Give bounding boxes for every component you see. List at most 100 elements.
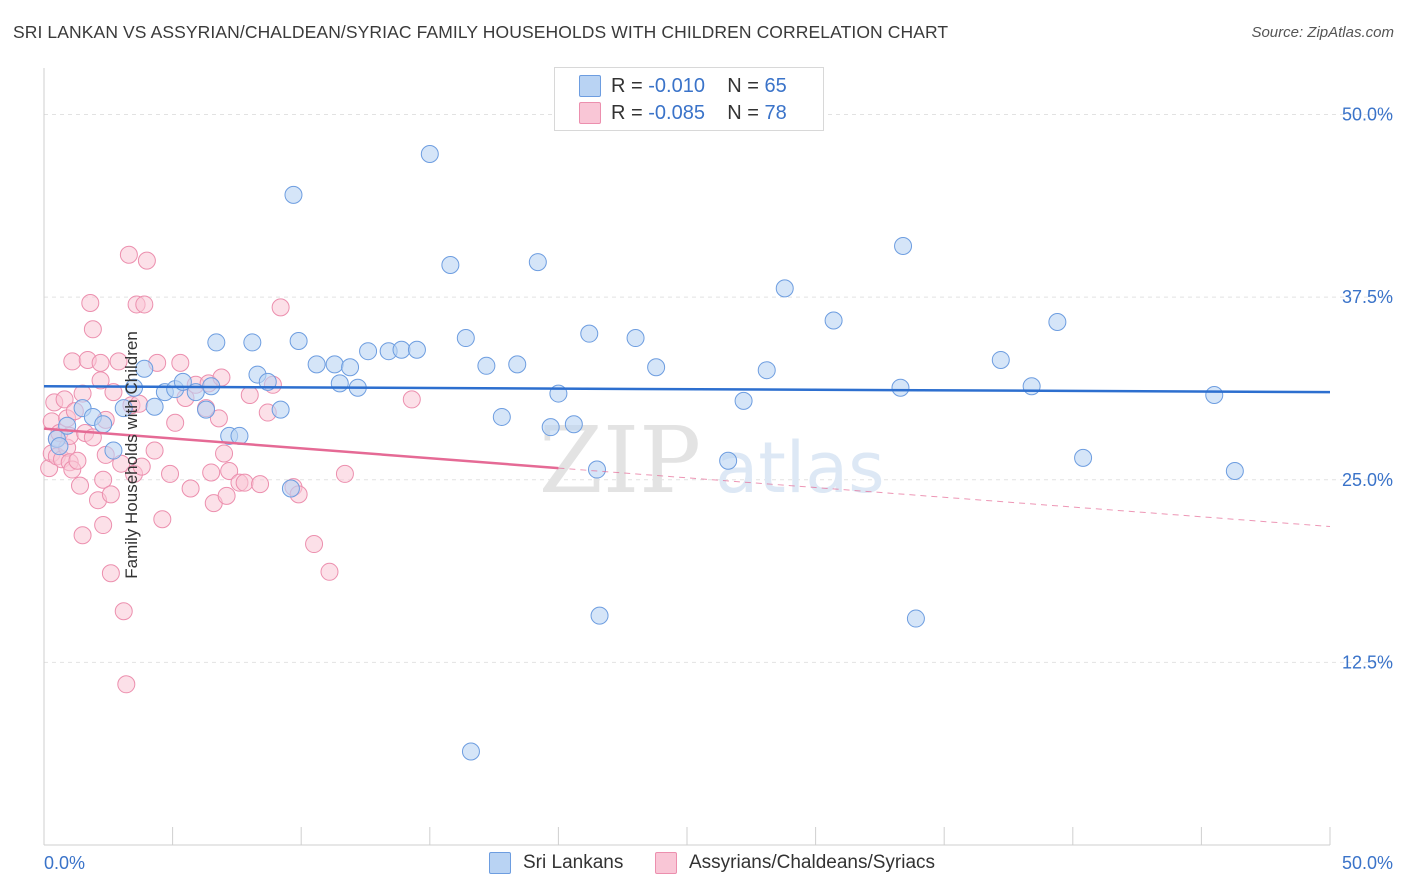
watermark: ZIP atlas [539, 407, 885, 514]
data-point-assyrians [145, 441, 164, 460]
data-point-assyrians [104, 383, 123, 402]
data-point-srilankans [441, 256, 460, 275]
data-point-srilankans [492, 407, 511, 426]
data-point-srilankans [456, 329, 475, 348]
legend-swatch-pink [579, 102, 601, 124]
data-point-srilankans [891, 378, 910, 397]
data-point-srilankans [824, 311, 843, 330]
tick-labels: 12.5% 25.0% 37.5% 50.0% 0.0% 50.0% [44, 105, 1393, 873]
y-tick-label: 12.5% [1342, 652, 1393, 672]
legend-label: Sri Lankans [523, 852, 624, 873]
r-label: R = [611, 74, 643, 97]
data-point-srilankans [626, 329, 645, 348]
legend-swatch-pink [655, 852, 677, 874]
data-point-assyrians [320, 562, 339, 581]
data-point-assyrians [109, 352, 128, 371]
data-point-srilankans [197, 400, 216, 419]
data-point-srilankans [207, 333, 226, 352]
data-point-srilankans [50, 437, 69, 456]
data-point-assyrians [402, 390, 421, 409]
data-point-srilankans [307, 355, 326, 374]
legend-label: Assyrians/Chaldeans/Syriacs [689, 852, 936, 873]
data-point-srilankans [135, 359, 154, 378]
data-point-srilankans [420, 144, 439, 163]
data-point-assyrians [305, 535, 324, 554]
data-point-assyrians [132, 457, 151, 476]
data-point-assyrians [135, 295, 154, 314]
data-point-srilankans [564, 415, 583, 434]
data-point-srilankans [94, 415, 113, 434]
data-point-srilankans [1205, 386, 1224, 405]
data-point-assyrians [101, 485, 120, 504]
gridlines [44, 114, 1392, 663]
data-point-assyrians [55, 390, 74, 409]
data-point-srilankans [647, 358, 666, 377]
data-point-assyrians [112, 454, 131, 473]
data-point-assyrians [91, 353, 110, 372]
legend-row-assyrians: R = -0.085 N = 78 [579, 100, 787, 126]
n-value: 78 [764, 101, 787, 124]
data-point-srilankans [587, 460, 606, 479]
data-point-assyrians [153, 510, 172, 529]
data-point-assyrians [171, 353, 190, 372]
data-point-srilankans [734, 391, 753, 410]
r-value: -0.010 [648, 74, 705, 97]
r-value: -0.085 [648, 101, 705, 124]
data-point-srilankans [580, 324, 599, 343]
correlation-legend: R = -0.010 N = 65 R = -0.085 N = 78 [554, 67, 824, 131]
data-point-srilankans [1048, 312, 1067, 331]
data-point-assyrians [202, 463, 221, 482]
data-point-assyrians [161, 464, 180, 483]
y-tick-label: 50.0% [1342, 105, 1393, 125]
chart-title: SRI LANKAN VS ASSYRIAN/CHALDEAN/SYRIAC F… [13, 22, 949, 42]
data-point-srilankans [894, 237, 913, 256]
data-point-assyrians [73, 526, 92, 545]
data-point-assyrians [91, 371, 110, 390]
data-point-srilankans [508, 355, 527, 374]
y-tick-label: 25.0% [1342, 470, 1393, 490]
bottom-legend-assyrians: Assyrians/Chaldeans/Syriacs [655, 852, 935, 874]
data-point-assyrians [63, 352, 82, 371]
data-point-assyrians [114, 602, 133, 621]
data-point-assyrians [101, 564, 120, 583]
data-point-srilankans [719, 451, 738, 470]
data-point-assyrians [119, 245, 138, 264]
data-point-srilankans [528, 253, 547, 272]
trend-line-assyrians [43, 427, 559, 470]
data-point-srilankans [104, 441, 123, 460]
data-point-srilankans [325, 355, 344, 374]
data-point-srilankans [757, 361, 776, 380]
data-point-assyrians [166, 413, 185, 432]
legend-swatch-blue [579, 75, 601, 97]
data-point-assyrians [235, 473, 254, 492]
data-point-assyrians [215, 444, 234, 463]
x-tick-label: 0.0% [44, 853, 85, 873]
data-point-srilankans [1022, 377, 1041, 396]
data-point-assyrians [71, 476, 90, 495]
data-point-assyrians [94, 470, 113, 489]
data-point-srilankans [281, 479, 300, 498]
data-point-srilankans [243, 333, 262, 352]
data-point-assyrians [137, 251, 156, 270]
bottom-legend-srilankans: Sri Lankans [489, 852, 623, 874]
data-point-assyrians [335, 464, 354, 483]
data-point-assyrians [117, 675, 136, 694]
data-point-srilankans [114, 399, 133, 418]
data-point-srilankans [330, 374, 349, 393]
data-point-assyrians [209, 409, 228, 428]
data-point-srilankans [991, 350, 1010, 369]
data-point-assyrians [217, 486, 236, 505]
data-point-srilankans [145, 397, 164, 416]
data-point-assyrians [251, 475, 270, 494]
data-point-srilankans [289, 331, 308, 350]
x-tick-label: 50.0% [1342, 853, 1393, 873]
legend-row-srilankans: R = -0.010 N = 65 [579, 73, 787, 99]
data-point-srilankans [284, 185, 303, 204]
data-point-srilankans [477, 356, 496, 375]
data-point-srilankans [359, 342, 378, 361]
data-point-assyrians [68, 451, 87, 470]
data-point-assyrians [181, 479, 200, 498]
trend-line-assyrians-extension [558, 467, 1331, 528]
data-point-srilankans [341, 358, 360, 377]
